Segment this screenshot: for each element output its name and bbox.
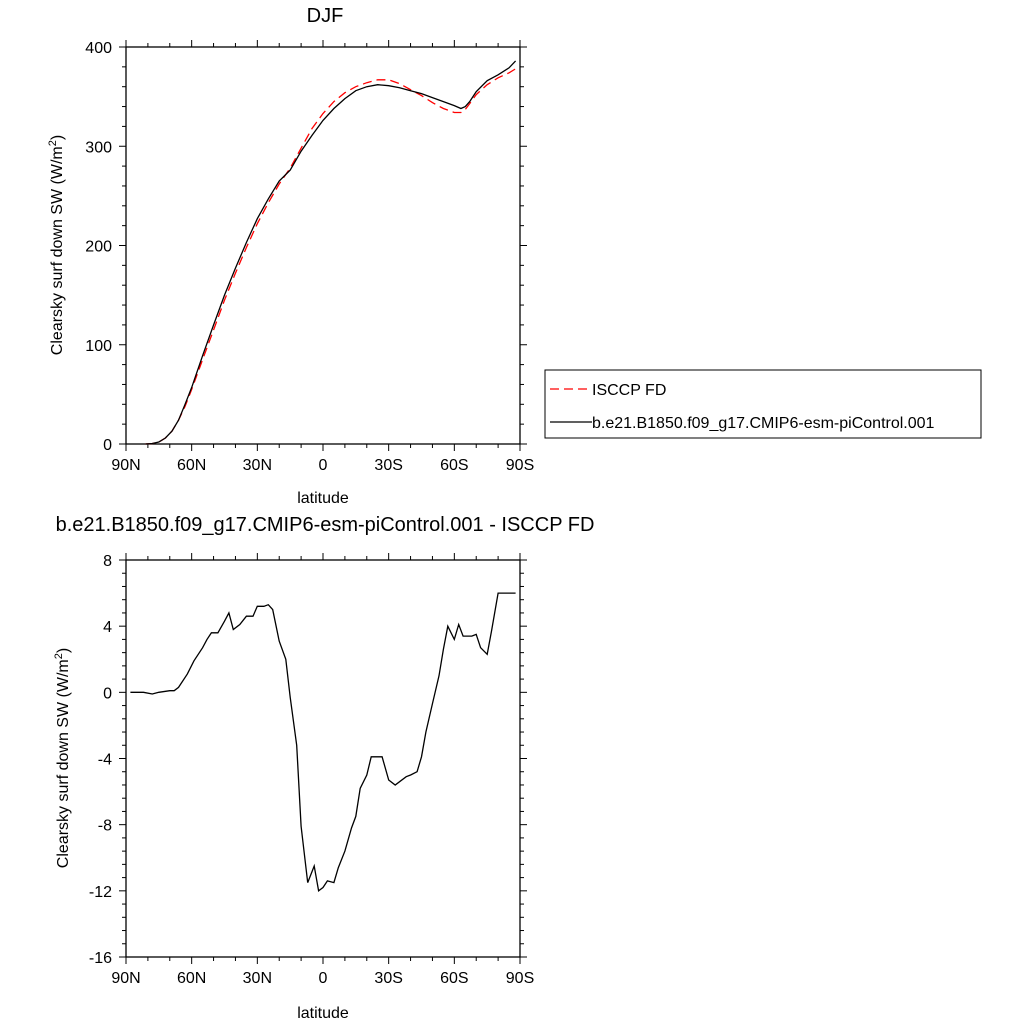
y-tick-label: -12 bbox=[89, 884, 112, 901]
legend-label-model: b.e21.B1850.f09_g17.CMIP6-esm-piControl.… bbox=[592, 415, 935, 432]
y-tick-label: 8 bbox=[103, 553, 112, 570]
y-tick-label: 300 bbox=[85, 139, 112, 156]
y-tick-label: -4 bbox=[98, 752, 112, 769]
y-tick-label: 100 bbox=[85, 338, 112, 355]
legend-box bbox=[544, 369, 982, 439]
bottom-series-difference-line bbox=[130, 592, 516, 892]
top-chart-title: DJF bbox=[307, 5, 344, 27]
x-tick-label: 0 bbox=[319, 457, 328, 474]
top-series-model-line bbox=[145, 60, 517, 445]
bottom-x-tick-labels: 90N 60N 30N 0 30S 60S 90S bbox=[111, 970, 534, 987]
y-tick-label: 4 bbox=[103, 619, 112, 636]
top-plot-frame bbox=[125, 46, 521, 445]
bottom-chart-title: b.e21.B1850.f09_g17.CMIP6-esm-piControl.… bbox=[56, 514, 595, 536]
top-y-axis-label: Clearsky surf down SW (W/m2) bbox=[47, 135, 66, 355]
y-tick-label: 200 bbox=[85, 239, 112, 256]
bottom-plot-frame bbox=[125, 559, 521, 958]
bottom-y-axis-label: Clearsky surf down SW (W/m2) bbox=[53, 648, 72, 868]
x-tick-label: 60S bbox=[440, 457, 468, 474]
legend-label-isccp-fd: ISCCP FD bbox=[592, 382, 666, 399]
x-tick-label: 90N bbox=[111, 457, 140, 474]
y-tick-label: 0 bbox=[103, 685, 112, 702]
top-tick-marks bbox=[119, 40, 527, 451]
x-tick-label: 60N bbox=[177, 457, 206, 474]
x-tick-label: 90N bbox=[111, 970, 140, 987]
x-tick-label: 30N bbox=[243, 970, 272, 987]
bottom-tick-marks bbox=[119, 553, 527, 964]
y-tick-label: 0 bbox=[103, 437, 112, 454]
bottom-y-tick-labels: -16 -12 -8 -4 0 4 8 bbox=[89, 553, 112, 967]
top-x-tick-labels: 90N 60N 30N 0 30S 60S 90S bbox=[111, 457, 534, 474]
top-series-isccp-fd-line bbox=[145, 68, 516, 445]
top-y-tick-labels: 0 100 200 300 400 bbox=[85, 40, 112, 454]
x-tick-label: 30N bbox=[243, 457, 272, 474]
y-tick-label: -8 bbox=[98, 818, 112, 835]
bottom-x-axis-label: latitude bbox=[297, 1005, 349, 1022]
x-tick-label: 60S bbox=[440, 970, 468, 987]
x-tick-label: 90S bbox=[506, 970, 534, 987]
x-tick-label: 0 bbox=[319, 970, 328, 987]
x-tick-label: 30S bbox=[374, 970, 402, 987]
top-x-axis-label: latitude bbox=[297, 490, 349, 507]
legend: ISCCP FD b.e21.B1850.f09_g17.CMIP6-esm-p… bbox=[544, 369, 982, 439]
bottom-panel: b.e21.B1850.f09_g17.CMIP6-esm-piControl.… bbox=[53, 514, 594, 1022]
x-tick-label: 30S bbox=[374, 457, 402, 474]
x-tick-label: 60N bbox=[177, 970, 206, 987]
y-tick-label: -16 bbox=[89, 950, 112, 967]
top-panel: DJF 90N 60N 30N 0 30S 60S 90S 0 100 200 300 400 la… bbox=[47, 5, 534, 507]
x-tick-label: 90S bbox=[506, 457, 534, 474]
y-tick-label: 400 bbox=[85, 40, 112, 57]
